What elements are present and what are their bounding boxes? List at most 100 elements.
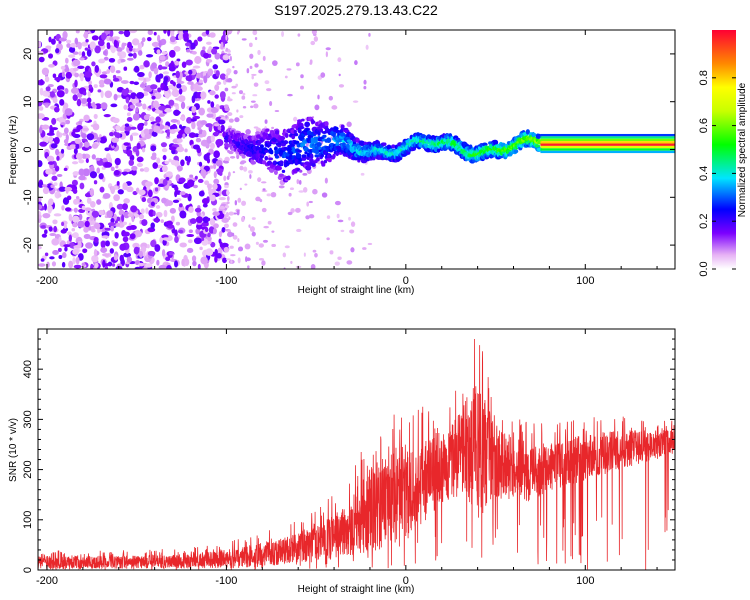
spectrogram-cell	[68, 213, 73, 222]
spectrogram-cell	[209, 32, 216, 38]
spectrogram-cell	[216, 252, 222, 259]
spectrogram-cell	[191, 121, 196, 130]
spectrogram-cell	[271, 126, 275, 130]
spectrogram-cell	[202, 203, 208, 208]
spectrogram-cell	[249, 226, 255, 232]
spectrogram-cell	[126, 146, 132, 150]
spectrogram-cell	[264, 119, 268, 124]
spectrogram-cell	[289, 187, 295, 191]
snr-ylabel: SNR (10 * v/v)	[8, 418, 19, 482]
spectrogram-cell	[197, 36, 203, 42]
spectrogram-cell	[272, 160, 278, 166]
spectrogram-cell	[133, 246, 140, 255]
spectrogram-cell	[218, 231, 223, 238]
spectrogram-cell	[104, 147, 110, 152]
spectrogram-cell	[89, 41, 96, 50]
spectrogram-cell	[235, 83, 239, 87]
spectrogram-cell	[61, 71, 65, 78]
spectrogram-cell	[126, 112, 131, 117]
spectrogram-cell	[303, 186, 308, 193]
spectrogram-cell	[215, 138, 224, 147]
spectrogram-cell	[99, 186, 105, 193]
spectrogram-cell	[161, 197, 167, 204]
spectrogram-cell	[67, 231, 72, 236]
spectrogram-cell	[86, 49, 92, 57]
spectrogram-cell	[198, 161, 203, 167]
spectrogram-cell	[122, 221, 127, 226]
spectrogram-cell	[96, 137, 101, 142]
spectrogram-cell	[164, 108, 172, 113]
spectrogram-cell	[227, 112, 233, 117]
spectrogram-cell	[304, 151, 308, 155]
spectrogram-cell	[83, 168, 90, 177]
spectrogram-cell	[267, 220, 272, 225]
spectrogram-cell	[163, 30, 167, 34]
spectrogram-cell	[297, 119, 303, 123]
spectrogram-cell	[81, 41, 89, 47]
spectrogram-cell	[251, 217, 256, 220]
spectrogram-cell	[144, 133, 152, 140]
spectrogram-cell	[105, 240, 110, 247]
colorbar-label: Normalized spectral amplitude	[737, 82, 748, 217]
spectrogram-cell	[83, 226, 89, 233]
spectrogram-cell	[110, 225, 115, 232]
spectrogram-cell	[51, 175, 58, 181]
spectrogram-cell	[288, 192, 292, 197]
spectrogram-cell	[106, 69, 111, 74]
spectrogram-cell	[138, 189, 146, 196]
spectrogram-cell	[325, 47, 331, 51]
spectrogram-cell	[215, 159, 223, 167]
spectrogram-cell	[137, 72, 145, 78]
spectrogram-cell	[147, 250, 156, 257]
spectrogram-cell	[49, 256, 55, 260]
spectrogram-cell	[239, 165, 244, 171]
spectrogram-cell	[213, 171, 217, 179]
spectrogram-cell	[130, 92, 137, 100]
spectrogram-cell	[170, 159, 177, 166]
spectrogram-cell	[91, 154, 96, 160]
spectrogram-cell	[127, 41, 132, 49]
spectrogram-cell	[186, 247, 194, 254]
spectrogram-cell	[83, 114, 90, 122]
spectrogram-cell	[65, 207, 72, 212]
spectrogram-cell	[50, 38, 56, 45]
spectrogram-cell	[118, 30, 125, 35]
spectrogram-cell	[72, 248, 80, 255]
spectrogram-cell	[90, 225, 95, 231]
spectrogram-cell	[254, 36, 258, 41]
spectrogram-cell	[274, 155, 280, 159]
spectrogram-cell	[90, 201, 96, 208]
spectrogram-cell	[165, 220, 173, 226]
spectrogram-cell	[109, 248, 115, 254]
spectrogram-cell	[94, 45, 101, 54]
spectrogram-cell	[212, 223, 219, 229]
spectrogram-cell	[205, 248, 214, 256]
spectrogram-cell	[102, 50, 107, 56]
spectrogram-cell	[298, 190, 305, 193]
spectrogram-cell	[230, 260, 233, 264]
spectrogram-cell	[239, 115, 244, 119]
spectrogram-cell	[190, 118, 197, 122]
spectrogram-cell	[314, 154, 320, 158]
spectrogram-cell	[185, 75, 190, 81]
spectrogram-cell	[244, 243, 251, 250]
spectrogram-cell	[169, 129, 176, 134]
spectrogram-cell	[112, 77, 120, 82]
spectrogram-cell	[166, 129, 171, 138]
spectrogram-cell	[143, 77, 147, 85]
spectrogram-cell	[90, 30, 96, 34]
spectrogram-cell	[100, 102, 108, 110]
spectrogram-cell	[182, 31, 189, 40]
spectrogram-cell	[300, 143, 306, 147]
spectrogram-cell	[228, 216, 231, 221]
spectrogram-cell	[331, 105, 338, 110]
spectrogram-cell	[80, 98, 88, 104]
spectrogram-cell	[300, 118, 305, 122]
spectrogram-cell	[258, 258, 265, 261]
spectrogram-cell	[152, 100, 160, 109]
spectrogram-cell	[269, 101, 273, 107]
spectrogram-cell	[75, 256, 80, 265]
spectrogram-cell	[252, 30, 258, 36]
spectrogram-cell	[82, 127, 90, 132]
